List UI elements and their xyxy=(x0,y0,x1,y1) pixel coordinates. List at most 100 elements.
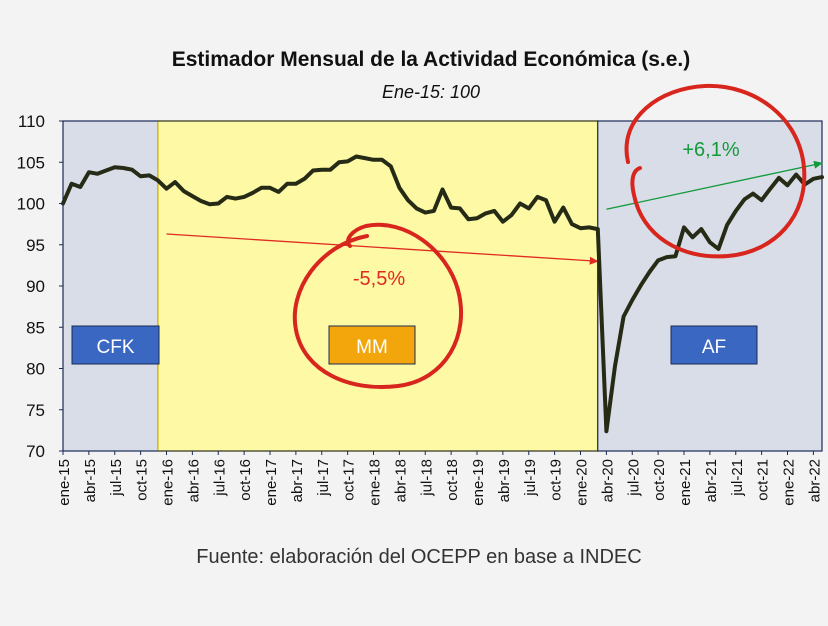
data-point xyxy=(139,174,143,178)
x-tick-label: oct-21 xyxy=(755,459,772,501)
data-point xyxy=(501,220,505,224)
data-point xyxy=(104,168,108,173)
data-point xyxy=(466,217,470,221)
y-tick-label: 85 xyxy=(26,318,45,337)
data-point xyxy=(440,187,445,192)
y-tick-label: 95 xyxy=(26,236,45,255)
annotation-labels: -5,5% +6,1% xyxy=(353,139,740,290)
axes: 70 75 80 85 90 95 100 105 110 ene-15 abr-15 jul-15 o… xyxy=(17,112,824,506)
y-tick-label: 75 xyxy=(26,401,45,420)
data-point xyxy=(596,227,600,231)
x-tick-label: jul-19 xyxy=(522,459,539,497)
data-point xyxy=(173,180,177,184)
x-tick-label: ene-17 xyxy=(263,459,280,506)
x-tick-label: ene-18 xyxy=(367,459,384,506)
data-point xyxy=(665,255,669,259)
data-point xyxy=(130,168,134,172)
x-tick-label: ene-16 xyxy=(160,459,177,506)
data-point xyxy=(760,198,764,202)
data-point xyxy=(561,206,565,210)
x-tick-label: ene-15 xyxy=(56,459,73,506)
data-point xyxy=(630,298,634,302)
data-point xyxy=(95,172,100,176)
data-point xyxy=(285,182,289,186)
x-tick-label: ene-22 xyxy=(781,459,798,506)
x-tick-label: jul-18 xyxy=(418,459,435,497)
data-point xyxy=(294,182,298,186)
period-labels: CFK MM AF xyxy=(71,325,758,365)
data-point xyxy=(113,165,117,169)
period-bands xyxy=(62,120,823,452)
data-point xyxy=(535,195,540,199)
data-point xyxy=(363,156,367,160)
data-point xyxy=(553,220,557,224)
data-point xyxy=(578,226,583,230)
data-point xyxy=(182,189,186,193)
annotation-label: -5,5% xyxy=(353,268,405,290)
x-tick-label: abr-16 xyxy=(185,459,202,502)
trend-arrow xyxy=(606,160,823,210)
data-point xyxy=(346,159,350,163)
data-point xyxy=(811,177,816,181)
data-point xyxy=(647,270,652,274)
red-highlight-circle xyxy=(292,222,464,389)
data-point xyxy=(673,254,678,258)
data-point xyxy=(449,206,453,210)
data-point xyxy=(268,186,272,190)
data-point xyxy=(406,198,410,202)
data-point xyxy=(725,223,729,227)
x-tick-label: abr-21 xyxy=(703,459,720,502)
x-tick-label: abr-15 xyxy=(82,459,99,502)
trend-arrow xyxy=(166,233,599,265)
period-label-box xyxy=(670,325,758,365)
period-label: MM xyxy=(356,337,388,358)
data-point xyxy=(87,170,91,174)
data-point xyxy=(78,185,82,189)
data-point xyxy=(484,211,488,215)
data-point xyxy=(147,173,151,177)
data-point xyxy=(639,283,643,287)
data-point xyxy=(613,364,617,368)
data-point xyxy=(691,235,695,239)
chart-title: Estimador Mensual de la Actividad Económ… xyxy=(171,48,691,71)
x-tick-label: ene-19 xyxy=(470,459,487,506)
x-tick-label: abr-17 xyxy=(289,459,306,502)
data-point xyxy=(820,175,824,179)
data-point xyxy=(509,213,514,217)
x-tick-label: oct-15 xyxy=(134,459,151,501)
x-tick-label: oct-20 xyxy=(651,459,668,501)
data-point xyxy=(320,168,324,172)
data-point xyxy=(311,168,315,173)
period-label: CFK xyxy=(97,337,135,358)
series-line-layer xyxy=(61,154,824,434)
data-point xyxy=(354,154,358,159)
data-point xyxy=(492,209,496,213)
data-point xyxy=(423,211,427,215)
data-point xyxy=(458,206,462,210)
y-tick-label: 90 xyxy=(26,277,45,296)
data-point xyxy=(682,225,686,229)
data-point xyxy=(768,187,772,191)
data-point xyxy=(199,199,203,203)
data-point xyxy=(164,187,169,191)
data-point xyxy=(121,166,125,170)
data-point xyxy=(380,158,384,162)
data-point xyxy=(415,206,419,210)
data-point xyxy=(251,191,255,195)
x-tick-label: abr-22 xyxy=(806,459,823,502)
x-tick-label: jul-21 xyxy=(729,459,746,497)
chart-subtitle: Ene-15: 100 xyxy=(381,82,481,102)
x-tick-label: jul-15 xyxy=(108,459,125,497)
data-point xyxy=(794,173,798,177)
data-point xyxy=(622,314,626,319)
x-tick-label: oct-19 xyxy=(548,459,565,501)
trend-arrows xyxy=(166,160,823,265)
data-point xyxy=(716,247,721,251)
data-point xyxy=(570,222,574,226)
x-tick-label: ene-21 xyxy=(677,459,694,506)
y-tick-label: 105 xyxy=(17,153,45,172)
chart-source: Fuente: elaboración del OCEPP en base a … xyxy=(196,546,642,568)
data-point xyxy=(587,225,591,229)
data-point xyxy=(777,176,781,180)
